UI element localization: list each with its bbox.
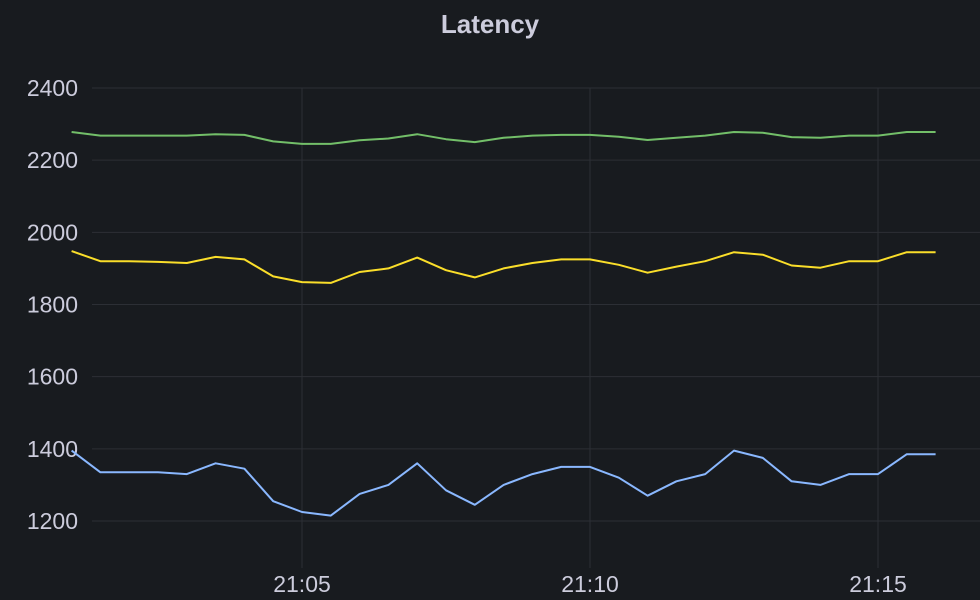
x-tick-label: 21:05 — [273, 571, 331, 597]
series-line-3[interactable] — [70, 449, 936, 517]
x-tick-label: 21:10 — [561, 571, 619, 597]
y-tick-label: 2200 — [27, 147, 78, 173]
y-tick-label: 1400 — [27, 436, 78, 462]
y-tick-label: 2000 — [27, 219, 78, 245]
x-tick-label: 21:15 — [849, 571, 907, 597]
y-tick-label: 1200 — [27, 508, 78, 534]
y-tick-label: 1800 — [27, 292, 78, 318]
series-line-2[interactable] — [71, 250, 936, 284]
y-tick-label: 1600 — [27, 364, 78, 390]
series-line-1[interactable] — [71, 131, 936, 145]
y-tick-label: 2400 — [27, 75, 78, 101]
panel-title[interactable]: Latency — [440, 9, 540, 39]
